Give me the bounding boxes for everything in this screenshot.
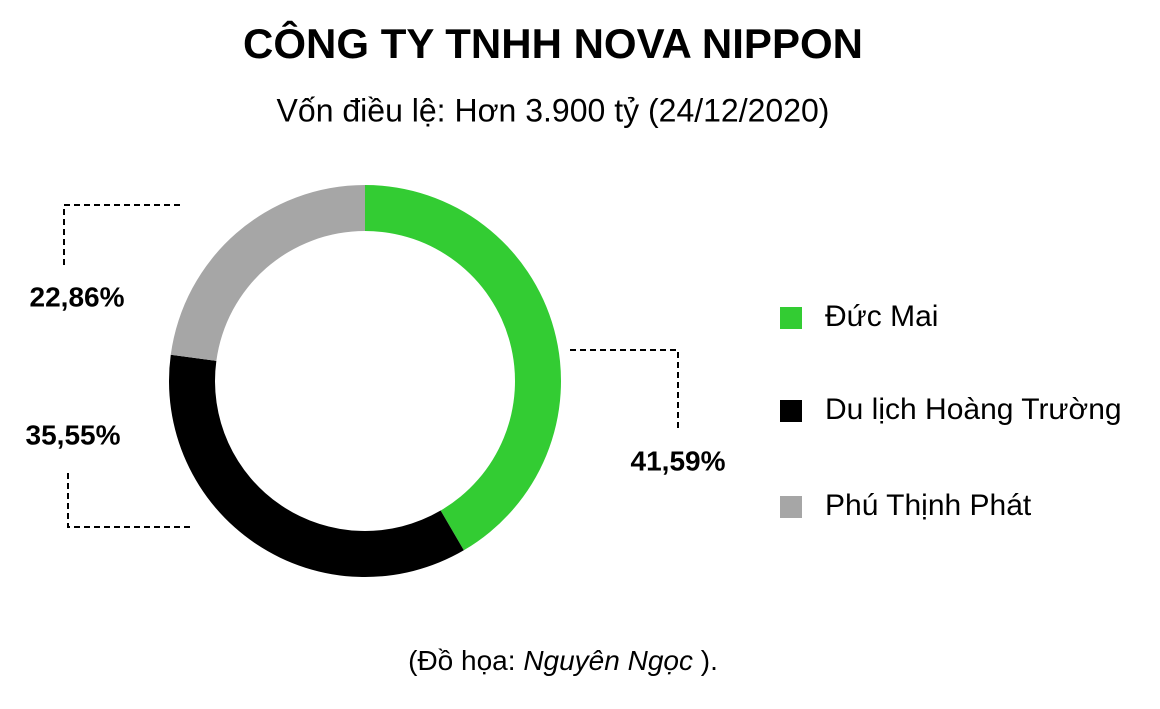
credit-author: Nguyên Ngọc <box>523 645 693 676</box>
legend-swatch <box>780 496 802 518</box>
credit: (Đồ họa: Nguyên Ngọc ). <box>408 645 718 676</box>
chart-title: CÔNG TY TNHH NOVA NIPPON <box>243 19 863 67</box>
value-label: 22,86% <box>30 281 125 312</box>
credit-prefix: (Đồ họa: <box>408 645 523 676</box>
donut-segment <box>365 185 561 551</box>
leader-line <box>570 349 679 430</box>
legend-label: Du lịch Hoàng Trường <box>825 393 1122 426</box>
leader-line <box>63 204 180 268</box>
credit-suffix: ). <box>693 645 718 676</box>
donut-segment <box>170 185 365 361</box>
donut-segment <box>169 354 464 577</box>
chart-subtitle: Vốn điều lệ: Hơn 3.900 tỷ (24/12/2020) <box>277 92 830 128</box>
legend-swatch <box>780 400 802 422</box>
leader-line <box>67 470 190 528</box>
value-label: 41,59% <box>631 445 726 476</box>
legend-label: Đức Mai <box>825 300 938 333</box>
legend-swatch <box>780 307 802 329</box>
legend-label: Phú Thịnh Phát <box>825 489 1032 522</box>
value-label: 35,55% <box>26 419 121 450</box>
